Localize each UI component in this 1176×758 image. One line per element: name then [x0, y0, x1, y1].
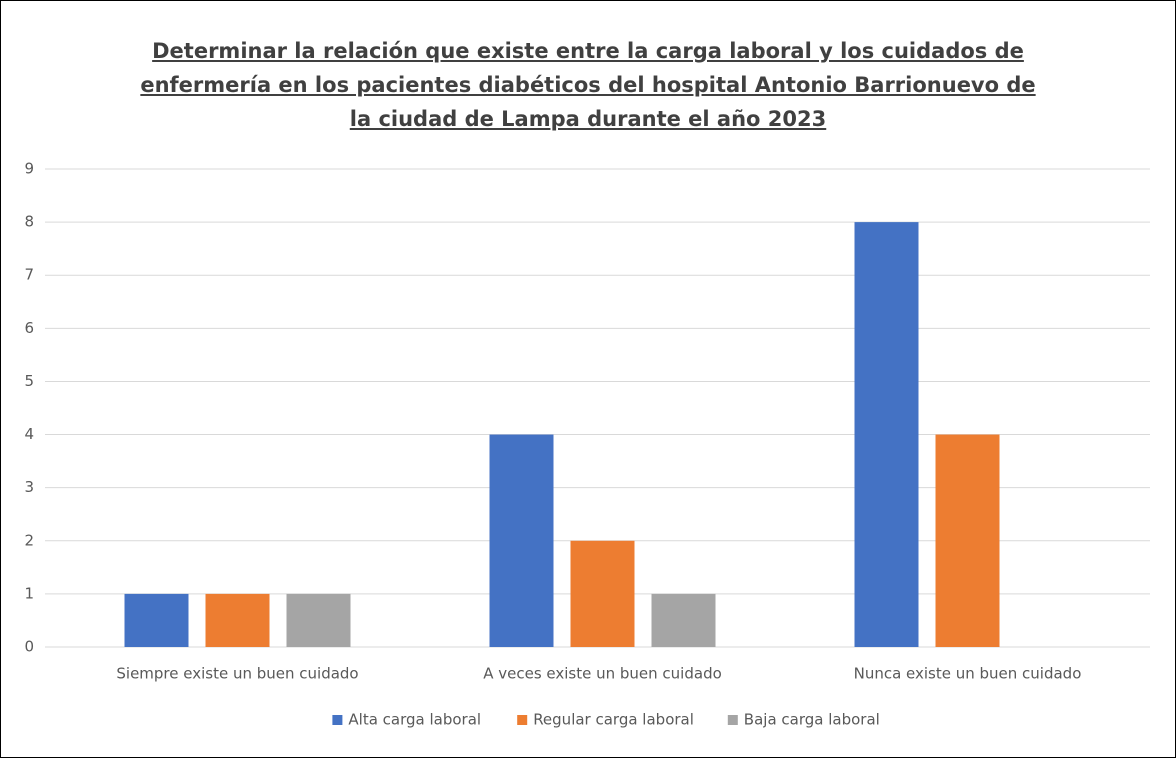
x-tick-label: Nunca existe un buen cuidado	[854, 665, 1082, 683]
y-tick-label: 9	[24, 160, 34, 178]
chart-title: Determinar la relación que existe entre …	[140, 39, 1036, 131]
bar	[570, 540, 635, 647]
bar	[205, 593, 270, 647]
bar	[651, 593, 716, 647]
legend-label: Alta carga laboral	[348, 711, 481, 729]
y-tick-label: 6	[24, 319, 34, 337]
y-tick-label: 0	[24, 638, 34, 656]
y-tick-label: 5	[24, 372, 34, 390]
y-tick-label: 1	[24, 584, 34, 602]
y-tick-label: 2	[24, 531, 34, 549]
legend-swatch	[727, 715, 738, 725]
legend-label: Regular carga laboral	[533, 711, 694, 729]
y-tick-label: 8	[24, 213, 34, 231]
x-tick-label: A veces existe un buen cuidado	[483, 665, 722, 683]
bar	[854, 222, 919, 647]
x-tick-label: Siempre existe un buen cuidado	[116, 665, 358, 683]
y-tick-label: 4	[24, 425, 34, 443]
bar	[935, 434, 1000, 647]
y-tick-label: 7	[24, 266, 34, 284]
bar	[124, 593, 189, 647]
bar	[286, 593, 351, 647]
legend-swatch	[517, 715, 528, 725]
bar	[489, 434, 554, 647]
legend-swatch	[332, 715, 343, 725]
y-tick-label: 3	[24, 478, 34, 496]
legend-label: Baja carga laboral	[744, 711, 880, 729]
